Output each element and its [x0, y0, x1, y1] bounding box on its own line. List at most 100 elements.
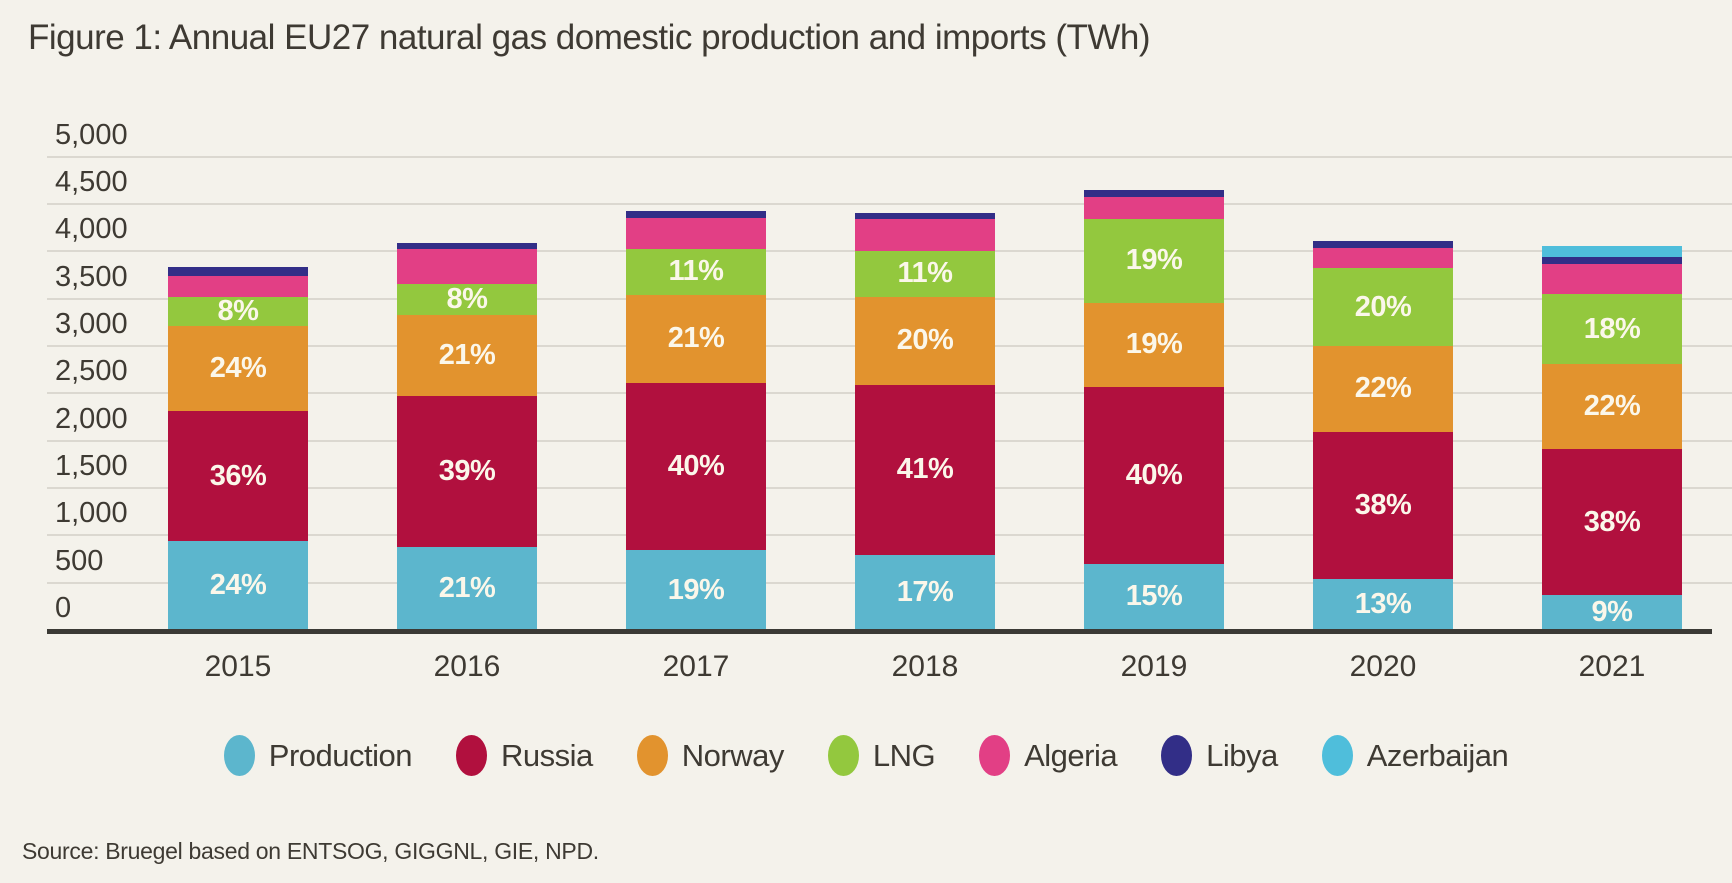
segment-percentage-label: 18%	[1583, 312, 1641, 345]
y-axis-tick-1000: 1,000	[55, 497, 128, 530]
bar-segment-2018-lng: 11%	[855, 250, 995, 298]
segment-percentage-label: 20%	[1354, 290, 1412, 323]
bar-segment-2020-lng: 20%	[1313, 268, 1453, 346]
legend-label: Azerbaijan	[1366, 737, 1509, 773]
legend-item-azerbaijan: Azerbaijan	[1321, 735, 1509, 776]
x-axis-tick-2018: 2018	[891, 650, 959, 683]
bar-segment-2018-libya	[855, 212, 995, 220]
legend-swatch-icon	[979, 735, 1011, 776]
bar-segment-2016-russia: 39%	[397, 396, 537, 548]
legend-item-production: Production	[223, 735, 413, 776]
legend-label: LNG	[872, 737, 936, 773]
y-axis-tick-2000: 2,000	[55, 402, 128, 435]
bar-segment-2017-production: 19%	[626, 550, 766, 630]
bar-segment-2016-algeria	[397, 248, 537, 284]
segment-percentage-label: 40%	[667, 450, 725, 483]
bar-segment-2017-algeria	[626, 217, 766, 249]
bar-segment-2016-lng: 8%	[397, 283, 537, 315]
bar-segment-2018-russia: 41%	[855, 384, 995, 556]
x-axis-tick-2017: 2017	[662, 650, 730, 683]
y-axis-tick-500: 500	[55, 544, 104, 577]
legend-label: Algeria	[1024, 737, 1118, 773]
legend-item-norway: Norway	[636, 735, 785, 776]
y-axis-tick-3000: 3,000	[55, 307, 128, 340]
segment-percentage-label: 24%	[209, 352, 267, 385]
bar-segment-2021-libya	[1542, 257, 1682, 264]
y-axis-tick-5000: 5,000	[55, 118, 128, 151]
bar-segment-2015-production: 24%	[168, 540, 308, 630]
legend-item-algeria: Algeria	[979, 735, 1118, 776]
bar-segment-2017-russia: 40%	[626, 382, 766, 551]
bar-segment-2019-lng: 19%	[1084, 219, 1224, 303]
bar-segment-2018-algeria	[855, 219, 995, 251]
bar-segment-2020-algeria	[1313, 248, 1453, 269]
segment-percentage-label: 21%	[667, 322, 725, 355]
bar-segment-2021-azerbaijan	[1542, 246, 1682, 258]
x-axis-tick-2020: 2020	[1349, 650, 1417, 683]
segment-percentage-label: 38%	[1583, 505, 1641, 538]
bar-segment-2017-libya	[626, 211, 766, 218]
segment-percentage-label: 20%	[896, 324, 954, 357]
segment-percentage-label: 21%	[438, 338, 496, 371]
x-axis-line	[47, 629, 1712, 634]
bar-segment-2020-libya	[1313, 241, 1453, 249]
y-axis-tick-2500: 2,500	[55, 355, 128, 388]
legend-label: Production	[268, 737, 413, 773]
segment-percentage-label: 15%	[1125, 580, 1183, 613]
bar-segment-2021-russia: 38%	[1542, 448, 1682, 596]
segment-percentage-label: 38%	[1354, 488, 1412, 521]
legend-label: Russia	[501, 737, 593, 773]
segment-percentage-label: 8%	[217, 295, 259, 328]
bar-segment-2018-norway: 20%	[855, 297, 995, 385]
bar-segment-2015-algeria	[168, 275, 308, 297]
y-axis-tick-3500: 3,500	[55, 260, 128, 293]
x-axis-tick-2021: 2021	[1578, 650, 1646, 683]
bar-segment-2017-lng: 11%	[626, 248, 766, 295]
bar-segment-2020-norway: 22%	[1313, 345, 1453, 432]
chart-title: Figure 1: Annual EU27 natural gas domest…	[28, 18, 1151, 57]
y-axis-tick-0: 0	[55, 592, 72, 624]
gridline-5000	[47, 155, 1732, 158]
legend-item-lng: LNG	[827, 735, 936, 776]
segment-percentage-label: 17%	[896, 576, 954, 609]
gridline-4500	[47, 202, 1732, 205]
y-axis-tick-1500: 1,500	[55, 449, 128, 482]
segment-percentage-label: 19%	[667, 573, 725, 606]
legend-swatch-icon	[223, 735, 255, 776]
legend-item-russia: Russia	[456, 735, 593, 776]
segment-percentage-label: 41%	[896, 453, 954, 486]
legend-swatch-icon	[827, 735, 859, 776]
segment-percentage-label: 40%	[1125, 458, 1183, 491]
bar-segment-2021-norway: 22%	[1542, 363, 1682, 449]
segment-percentage-label: 11%	[897, 257, 953, 290]
x-axis-tick-2019: 2019	[1120, 650, 1188, 683]
bar-segment-2019-libya	[1084, 189, 1224, 197]
legend-swatch-icon	[1321, 735, 1353, 776]
segment-percentage-label: 36%	[209, 459, 267, 492]
segment-percentage-label: 22%	[1354, 372, 1412, 405]
y-axis-tick-4500: 4,500	[55, 165, 128, 198]
x-axis-tick-2015: 2015	[204, 650, 272, 683]
bar-segment-2021-algeria	[1542, 263, 1682, 295]
source-note: Source: Bruegel based on ENTSOG, GIGGNL,…	[22, 838, 599, 864]
y-axis-tick-4000: 4,000	[55, 213, 128, 246]
bar-segment-2020-production: 13%	[1313, 579, 1453, 630]
bar-segment-2021-production: 9%	[1542, 595, 1682, 630]
legend-swatch-icon	[636, 735, 668, 776]
segment-percentage-label: 19%	[1125, 244, 1183, 277]
legend-label: Norway	[681, 737, 785, 773]
bar-segment-2015-russia: 36%	[168, 411, 308, 541]
bar-segment-2020-russia: 38%	[1313, 431, 1453, 580]
bar-segment-2019-russia: 40%	[1084, 386, 1224, 564]
legend-swatch-icon	[1161, 735, 1193, 776]
bar-segment-2015-libya	[168, 267, 308, 276]
bar-segment-2015-norway: 24%	[168, 326, 308, 412]
segment-percentage-label: 11%	[668, 255, 724, 288]
bar-segment-2016-norway: 21%	[397, 314, 537, 397]
bar-segment-2019-production: 15%	[1084, 563, 1224, 630]
segment-percentage-label: 24%	[209, 568, 267, 601]
legend-swatch-icon	[456, 735, 487, 776]
segment-percentage-label: 22%	[1583, 389, 1641, 422]
segment-percentage-label: 13%	[1354, 588, 1412, 621]
